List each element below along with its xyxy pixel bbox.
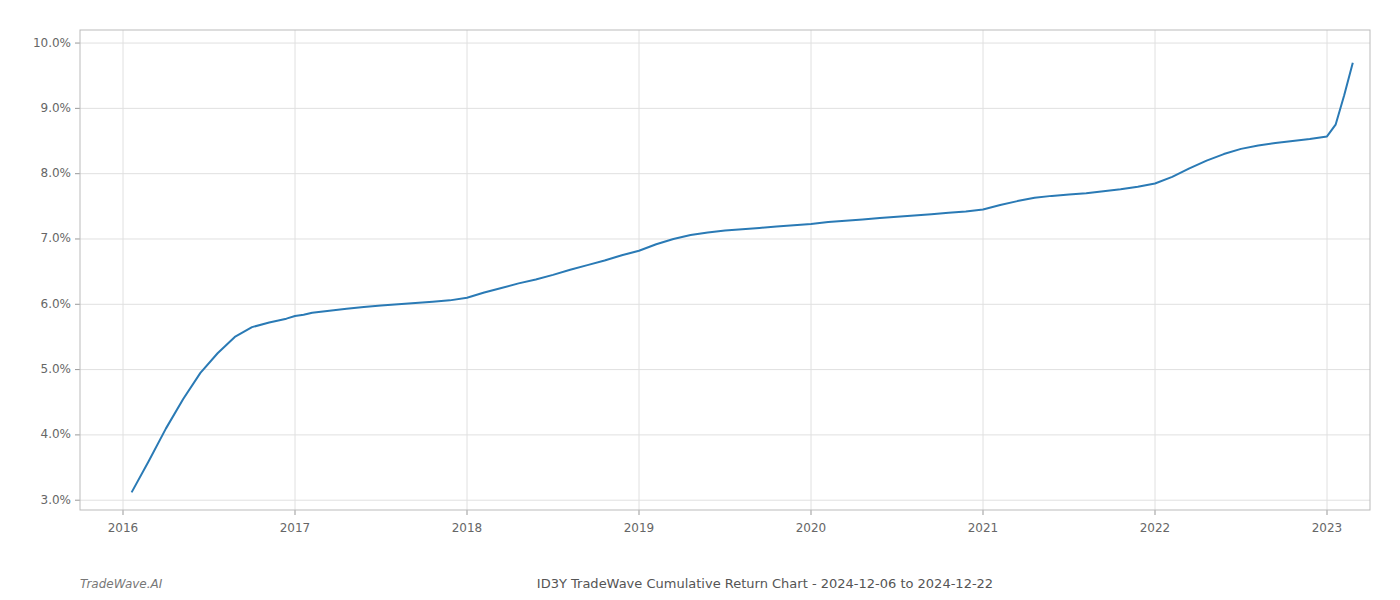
series-group [132, 63, 1353, 493]
y-tick-label: 4.0% [41, 427, 72, 441]
y-tick-label: 9.0% [41, 101, 72, 115]
y-grid-line [80, 434, 1370, 435]
x-grid-line [295, 30, 296, 510]
x-tick [811, 510, 812, 515]
y-tick [75, 238, 80, 239]
x-tick [1155, 510, 1156, 515]
x-tick [1327, 510, 1328, 515]
axes: 3.0% 4.0% 5.0% 6.0% 7.0% 8.0% 9.0% 10.0% 2016 201… [33, 30, 1370, 535]
y-tick-label: 3.0% [41, 493, 72, 507]
x-grid-line [983, 30, 984, 510]
y-grid-line [80, 500, 1370, 501]
title: ID3Y TradeWave Cumulative Return Chart -… [537, 576, 993, 591]
x-grid-line [639, 30, 640, 510]
y-tick [75, 369, 80, 370]
x-grid-line [1327, 30, 1328, 510]
x-grid-line [1155, 30, 1156, 510]
y-grid-line [80, 43, 1370, 44]
y-tick [75, 304, 80, 305]
x-tick [295, 510, 296, 515]
x-grid-line [123, 30, 124, 510]
x-tick [983, 510, 984, 515]
y-grid-line [80, 238, 1370, 239]
y-tick-label: 5.0% [41, 362, 72, 376]
y-tick [75, 108, 80, 109]
x-grid-line [467, 30, 468, 510]
x-tick-label: 2017 [280, 521, 311, 535]
y-tick-label: 7.0% [41, 231, 72, 245]
x-tick-label: 2020 [796, 521, 827, 535]
y-tick [75, 500, 80, 501]
y-grid-line [80, 369, 1370, 370]
y-grid-line [80, 108, 1370, 109]
x-grid-line [811, 30, 812, 510]
grid [80, 30, 1370, 510]
y-tick-label: 10.0% [33, 36, 71, 50]
x-tick-label: 2016 [108, 521, 139, 535]
x-tick [123, 510, 124, 515]
plot-frame [80, 30, 1370, 510]
chart: 3.0% 4.0% 5.0% 6.0% 7.0% 8.0% 9.0% 10.0% 2016 201… [0, 0, 1400, 600]
line [132, 63, 1353, 493]
x-tick [639, 510, 640, 515]
watermark: TradeWave.AI [80, 577, 163, 591]
x-tick [467, 510, 468, 515]
x-tick-label: 2021 [968, 521, 999, 535]
y-tick [75, 434, 80, 435]
y-tick [75, 43, 80, 44]
x-tick-label: 2023 [1312, 521, 1343, 535]
y-grid-line [80, 304, 1370, 305]
x-tick-label: 2019 [624, 521, 655, 535]
y-tick [75, 173, 80, 174]
x-tick-label: 2022 [1140, 521, 1171, 535]
x-tick-label: 2018 [452, 521, 483, 535]
y-tick-label: 8.0% [41, 166, 72, 180]
y-tick-label: 6.0% [41, 297, 72, 311]
